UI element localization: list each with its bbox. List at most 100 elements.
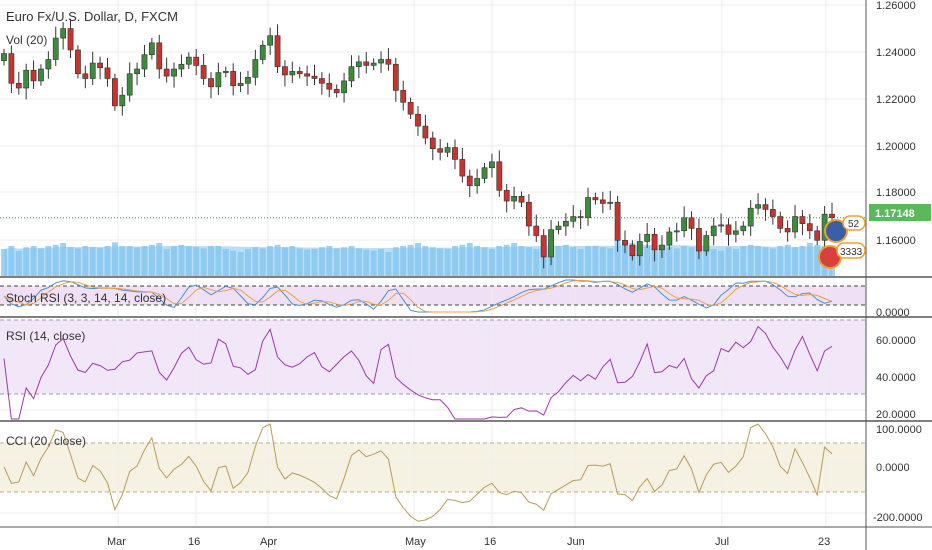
candle[interactable] — [304, 65, 310, 86]
candle[interactable] — [178, 54, 185, 78]
cci-pane[interactable] — [0, 422, 866, 526]
rsi-pane[interactable] — [0, 318, 866, 420]
candle[interactable] — [422, 114, 429, 145]
candle[interactable] — [666, 227, 673, 250]
candle[interactable] — [75, 45, 81, 79]
candle[interactable] — [392, 57, 399, 102]
candle[interactable] — [762, 198, 769, 221]
stoch-rsi-label[interactable]: Stoch RSI (3, 3, 14, 14, close) — [6, 291, 166, 305]
candle[interactable] — [548, 219, 554, 266]
candle[interactable] — [363, 52, 370, 74]
candle[interactable] — [163, 57, 170, 83]
candle[interactable] — [725, 218, 732, 246]
volume-label[interactable]: Vol (20) — [6, 33, 47, 47]
candle[interactable] — [30, 60, 37, 89]
candle[interactable] — [622, 230, 628, 254]
candle[interactable] — [562, 213, 569, 236]
candle[interactable] — [814, 226, 821, 246]
candle[interactable] — [60, 22, 67, 50]
candle[interactable] — [1, 48, 7, 66]
candle[interactable] — [296, 66, 303, 79]
candle[interactable] — [555, 221, 562, 235]
candle[interactable] — [496, 150, 503, 197]
candle[interactable] — [444, 142, 451, 158]
candle[interactable] — [503, 183, 510, 213]
candle[interactable] — [193, 49, 200, 76]
candle[interactable] — [526, 194, 532, 236]
cci-label[interactable]: CCI (20, close) — [6, 434, 86, 448]
candle[interactable] — [38, 64, 44, 86]
candle[interactable] — [245, 70, 251, 95]
candle[interactable] — [511, 186, 517, 210]
candle[interactable] — [466, 169, 473, 198]
candle[interactable] — [141, 44, 148, 78]
candle[interactable] — [134, 62, 140, 86]
event-badge[interactable] — [836, 242, 866, 259]
candle[interactable] — [185, 52, 192, 69]
candle[interactable] — [636, 233, 643, 266]
candle[interactable] — [8, 45, 15, 94]
candle[interactable] — [792, 205, 798, 239]
candle[interactable] — [429, 131, 436, 161]
candle[interactable] — [407, 97, 414, 119]
time-axis[interactable]: Mar 16 Apr May 16 Jun Jul 23 — [107, 536, 830, 548]
candle[interactable] — [452, 139, 458, 170]
candle[interactable] — [799, 210, 806, 236]
candle[interactable] — [378, 51, 384, 73]
candle[interactable] — [23, 63, 30, 100]
candle[interactable] — [208, 72, 214, 99]
candle[interactable] — [592, 192, 599, 205]
candle[interactable] — [289, 61, 296, 84]
candle[interactable] — [319, 72, 325, 95]
candle[interactable] — [696, 218, 702, 260]
chart-title[interactable]: Euro Fx/U.S. Dollar, D, FXCM — [6, 9, 178, 24]
candle[interactable] — [533, 214, 540, 242]
candle[interactable] — [481, 162, 488, 184]
candle[interactable] — [274, 24, 281, 74]
candle[interactable] — [385, 48, 392, 71]
candle[interactable] — [355, 55, 362, 79]
candle[interactable] — [259, 40, 266, 65]
candle[interactable] — [126, 62, 133, 102]
candle[interactable] — [348, 55, 355, 88]
candle[interactable] — [540, 229, 547, 269]
candle[interactable] — [97, 56, 103, 80]
candle[interactable] — [267, 27, 274, 55]
candle[interactable] — [474, 168, 481, 194]
candle[interactable] — [718, 213, 724, 233]
candle[interactable] — [614, 195, 621, 252]
candle[interactable] — [67, 18, 74, 59]
candle[interactable] — [688, 211, 695, 240]
candle[interactable] — [370, 58, 377, 71]
event-badges[interactable]: 52 3333 — [818, 215, 866, 269]
candle[interactable] — [489, 153, 495, 178]
candle[interactable] — [333, 84, 340, 98]
candle[interactable] — [740, 221, 747, 236]
candle[interactable] — [437, 138, 444, 161]
candle[interactable] — [710, 217, 717, 246]
candle[interactable] — [777, 211, 784, 234]
candle[interactable] — [311, 64, 318, 85]
candle[interactable] — [644, 222, 651, 248]
candle[interactable] — [171, 62, 177, 88]
candle[interactable] — [629, 240, 636, 261]
candle[interactable] — [200, 54, 207, 85]
candle[interactable] — [673, 222, 680, 242]
candle[interactable] — [806, 213, 813, 239]
candle[interactable] — [651, 227, 658, 262]
candle[interactable] — [156, 34, 163, 79]
candle[interactable] — [112, 73, 118, 111]
candle[interactable] — [518, 191, 525, 207]
candle[interactable] — [45, 51, 52, 79]
candle[interactable] — [52, 26, 59, 66]
candle[interactable] — [733, 221, 739, 243]
candle[interactable] — [230, 63, 237, 96]
candle[interactable] — [769, 199, 776, 225]
candle[interactable] — [326, 73, 333, 98]
candle[interactable] — [104, 58, 111, 87]
candle[interactable] — [252, 49, 259, 86]
candle[interactable] — [119, 87, 126, 116]
candle[interactable] — [15, 71, 22, 95]
candle[interactable] — [237, 71, 244, 93]
candle[interactable] — [341, 72, 347, 103]
